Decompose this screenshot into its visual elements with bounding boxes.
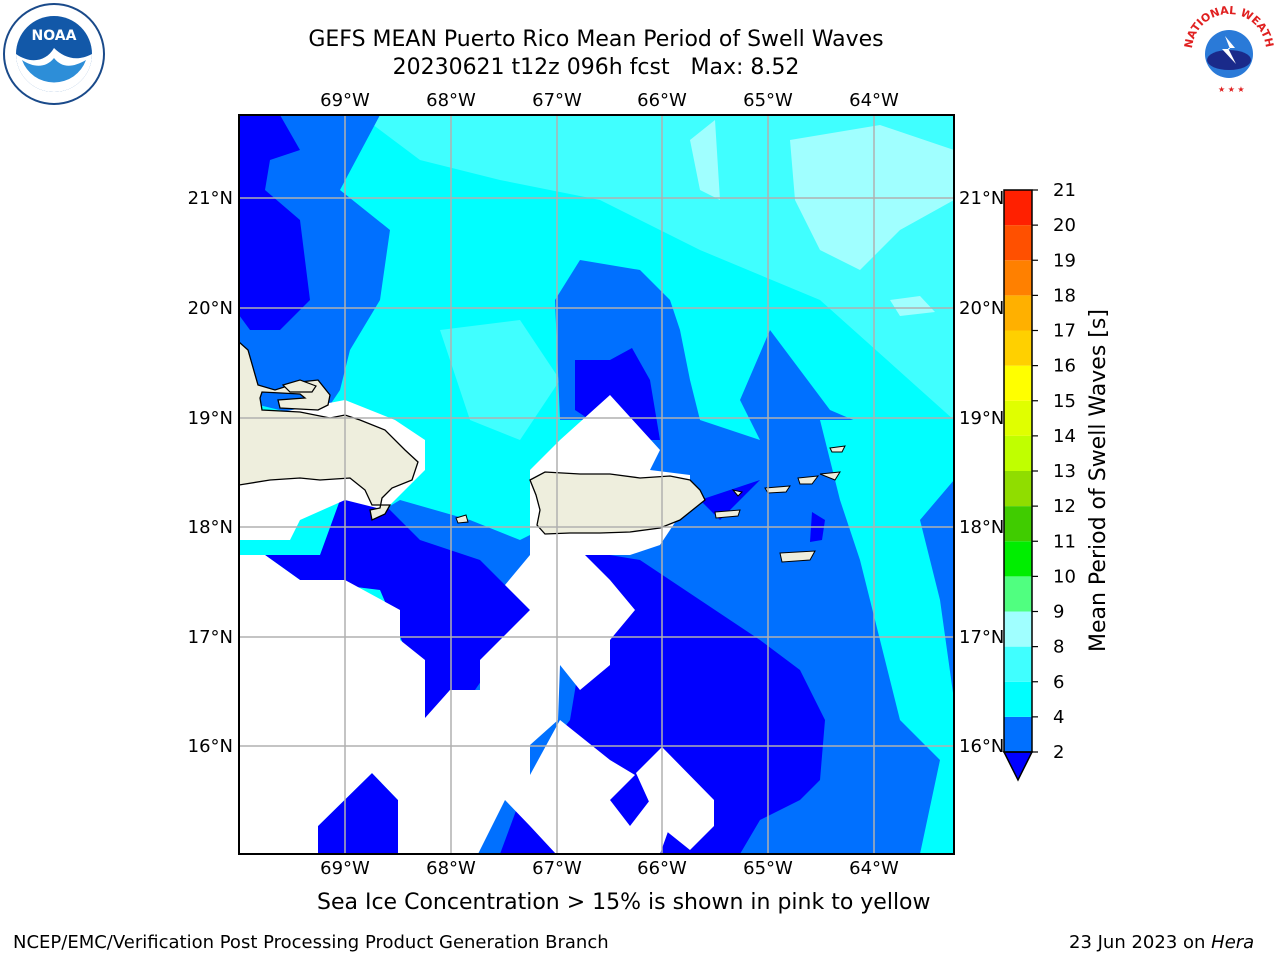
colorbar-bin: [1004, 471, 1032, 507]
lon-label-top: 68°W: [426, 90, 476, 111]
colorbar-tick-label: 4: [1053, 707, 1064, 728]
colorbar-bin: [1004, 365, 1032, 401]
footer-date-text: 23 Jun 2023 on: [1069, 932, 1212, 953]
hispaniola-land: [239, 341, 419, 521]
lon-label-bottom: 65°W: [743, 858, 793, 879]
footer-host: Hera: [1211, 932, 1255, 953]
graticule: [239, 115, 954, 854]
svg-text:★ ★ ★: ★ ★ ★: [1218, 85, 1245, 94]
colorbar-bin: [1004, 260, 1032, 296]
colorbar-bin: [1004, 435, 1032, 471]
colorbar-bin: [1004, 506, 1032, 542]
colorbar-tick-label: 17: [1053, 321, 1076, 342]
noaa-logo-text: NOAA: [32, 28, 77, 44]
lon-label-bottom: 67°W: [532, 858, 582, 879]
lat-label-right: 16°N: [959, 736, 1004, 757]
lon-label-top: 64°W: [849, 90, 899, 111]
footer-date: 23 Jun 2023 on Hera: [1069, 932, 1254, 953]
nws-logo: NATIONAL WEATHER SERVICE ★ ★ ★: [1180, 2, 1276, 97]
colorbar-bin: [1004, 576, 1032, 612]
colorbar-bin: [1004, 716, 1032, 752]
colorbar-bin: [1004, 330, 1032, 366]
colorbar-bin: [1004, 225, 1032, 261]
colorbar-tick-label: 14: [1053, 426, 1076, 447]
title-line-1: GEFS MEAN Puerto Rico Mean Period of Swe…: [308, 27, 884, 52]
colorbar-bin: [1004, 611, 1032, 647]
swell-period-field: [239, 115, 954, 854]
colorbar-tick-label: 13: [1053, 461, 1076, 482]
lat-label-left: 18°N: [188, 517, 233, 538]
lat-label-right: 21°N: [959, 188, 1004, 209]
lat-label-right: 19°N: [959, 408, 1004, 429]
lat-label-left: 21°N: [188, 188, 233, 209]
colorbar-tick-label: 10: [1053, 566, 1076, 587]
lon-label-bottom: 66°W: [637, 858, 687, 879]
colorbar-tick-label: 9: [1053, 602, 1064, 623]
title-line-2: 20230621 t12z 096h fcst Max: 8.52: [392, 55, 800, 80]
noaa-logo: NOAA: [3, 3, 105, 105]
lat-label-left: 20°N: [188, 298, 233, 319]
colorbar-bin: [1004, 190, 1032, 226]
colorbar-tick-label: 8: [1053, 637, 1064, 658]
colorbar-bin: [1004, 646, 1032, 682]
lon-label-top: 66°W: [637, 90, 687, 111]
colorbar-tick-label: 2: [1053, 742, 1064, 763]
lon-label-bottom: 64°W: [849, 858, 899, 879]
colorbar-tick-label: 6: [1053, 672, 1064, 693]
colorbar: 2 4 6 8 9 10 11 12 13 14 15 16 17 18 19 20 21: [1002, 180, 1076, 782]
colorbar-label: Mean Period of Swell Waves [s]: [1086, 309, 1111, 652]
sea-ice-caption: Sea Ice Concentration > 15% is shown in …: [317, 890, 931, 915]
lat-label-right: 17°N: [959, 627, 1004, 648]
chart-title: GEFS MEAN Puerto Rico Mean Period of Swe…: [296, 26, 896, 82]
colorbar-bin: [1004, 541, 1032, 577]
contour-2-4-west: [239, 115, 390, 420]
masked-south: [239, 555, 670, 854]
colorbar-tick-label: 18: [1053, 285, 1076, 306]
colorbar-tick-label: 11: [1053, 531, 1076, 552]
colorbar-bin: [1004, 400, 1032, 436]
map-frame: [238, 114, 955, 855]
footer-credit: NCEP/EMC/Verification Post Processing Pr…: [13, 932, 609, 953]
colorbar-tick-label: 21: [1053, 180, 1076, 201]
lat-label-right: 18°N: [959, 517, 1004, 538]
colorbar-bin: [1004, 681, 1032, 717]
colorbar-tick-label: 15: [1053, 391, 1076, 412]
lon-label-bottom: 68°W: [426, 858, 476, 879]
colorbar-tick-label: 20: [1053, 215, 1076, 236]
lat-label-right: 20°N: [959, 298, 1004, 319]
colorbar-tick-label: 16: [1053, 356, 1076, 377]
lon-label-top: 69°W: [320, 90, 370, 111]
lon-label-top: 65°W: [743, 90, 793, 111]
contour-0-2-nw: [239, 115, 310, 330]
lon-label-bottom: 69°W: [320, 858, 370, 879]
lon-label-top: 67°W: [532, 90, 582, 111]
lat-label-left: 19°N: [188, 408, 233, 429]
colorbar-tick-label: 12: [1053, 496, 1076, 517]
lat-label-left: 17°N: [188, 627, 233, 648]
colorbar-extend-min: [1002, 751, 1034, 782]
colorbar-tick-label: 19: [1053, 250, 1076, 271]
colorbar-bin: [1004, 295, 1032, 331]
lat-label-left: 16°N: [188, 736, 233, 757]
